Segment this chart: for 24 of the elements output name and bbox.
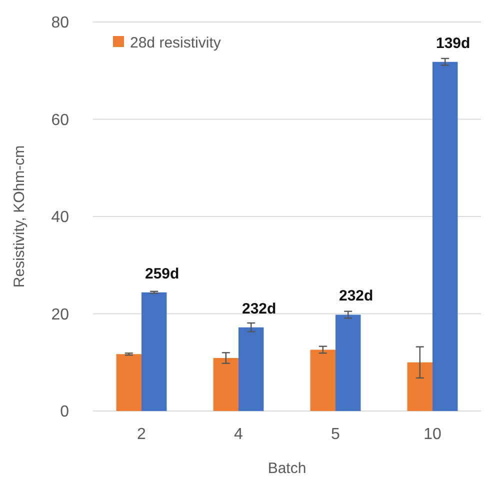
bar bbox=[238, 327, 264, 411]
x-tick-label: 10 bbox=[424, 426, 442, 443]
y-axis-title: Resistivity, KOhm-cm bbox=[11, 145, 28, 288]
x-tick-label: 4 bbox=[234, 426, 244, 443]
y-tick-label: 20 bbox=[51, 306, 70, 324]
bar bbox=[142, 292, 167, 411]
y-tick-label: 60 bbox=[51, 112, 70, 129]
bar bbox=[116, 354, 142, 411]
y-tick-label: 80 bbox=[51, 14, 70, 32]
annotation: 232d bbox=[242, 300, 276, 318]
y-tick-label: 40 bbox=[51, 209, 70, 226]
y-tick-label: 0 bbox=[60, 404, 70, 421]
x-tick-label: 2 bbox=[137, 426, 146, 443]
annotation: 259d bbox=[145, 265, 180, 282]
x-tick-label: 5 bbox=[331, 426, 340, 443]
bar bbox=[336, 314, 361, 411]
annotation: 232d bbox=[339, 288, 374, 305]
bar bbox=[407, 362, 432, 411]
annotation: 139d bbox=[436, 34, 470, 52]
bar bbox=[213, 358, 238, 411]
x-axis-title: Batch bbox=[268, 460, 306, 477]
bar bbox=[432, 62, 458, 411]
legend-label: 28d resistivity bbox=[130, 34, 222, 52]
bar bbox=[310, 350, 336, 411]
